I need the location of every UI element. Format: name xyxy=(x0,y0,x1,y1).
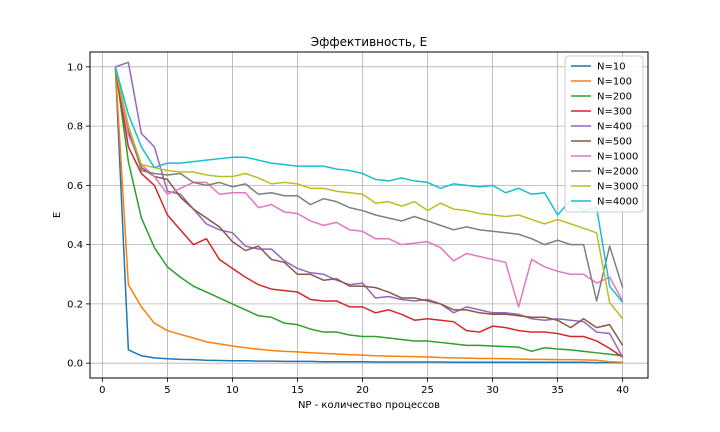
plot-area-frame xyxy=(89,51,649,379)
x-tick-label: 25 xyxy=(421,385,434,396)
series-line-n-10 xyxy=(114,66,623,364)
x-tick-label: 0 xyxy=(99,385,105,396)
legend-label: N=500 xyxy=(597,137,632,148)
legend-label: N=200 xyxy=(597,92,632,103)
series-line-n-2000 xyxy=(114,66,624,302)
y-tick-label: 0.6 xyxy=(67,181,83,192)
series-line-n-1000 xyxy=(114,66,624,308)
x-axis-label: NP - количество процессов xyxy=(298,400,440,411)
series-line-n-100 xyxy=(114,66,623,364)
series-line-n-400 xyxy=(115,61,624,358)
series-lines xyxy=(114,61,624,364)
chart-title: Эффективность, E xyxy=(311,35,427,49)
legend-label: N=2000 xyxy=(597,167,638,178)
legend-label: N=3000 xyxy=(597,182,638,193)
y-tick-label: 0.2 xyxy=(67,299,83,310)
y-tick-label: 0.8 xyxy=(67,122,83,133)
x-tick-label: 10 xyxy=(226,385,239,396)
y-tick-label: 1.0 xyxy=(67,62,83,73)
series-line-n-300 xyxy=(114,66,624,358)
y-tick-label: 0.4 xyxy=(67,240,83,251)
legend: N=10 N=100 N=200 N=300 N=400 N=500 N=1000 N=200… xyxy=(564,55,644,213)
y-axis-label: E xyxy=(52,212,63,218)
series-line-n-4000 xyxy=(114,66,624,303)
x-tick-label: 15 xyxy=(291,385,304,396)
x-tick-label: 35 xyxy=(551,385,564,396)
legend-label: N=10 xyxy=(597,62,626,73)
legend-label: N=1000 xyxy=(597,152,638,163)
legend-label: N=100 xyxy=(597,77,632,88)
x-tick-label: 30 xyxy=(486,385,499,396)
legend-label: N=400 xyxy=(597,122,632,133)
x-tick-label: 20 xyxy=(356,385,369,396)
series-line-n-200 xyxy=(114,66,623,357)
legend-label: N=4000 xyxy=(597,197,638,208)
x-tick-label: 40 xyxy=(616,385,629,396)
series-line-n-3000 xyxy=(114,66,624,320)
legend-label: N=300 xyxy=(597,107,632,118)
series-line-n-500 xyxy=(114,66,624,346)
axis-ticks: 0 5 10 15 20 25 30 35 40 0.0 0.2 0.4 0.6 0.8 1.0 xyxy=(67,62,629,396)
y-tick-label: 0.0 xyxy=(67,359,83,370)
x-tick-label: 5 xyxy=(164,385,170,396)
legend-box xyxy=(564,55,644,213)
